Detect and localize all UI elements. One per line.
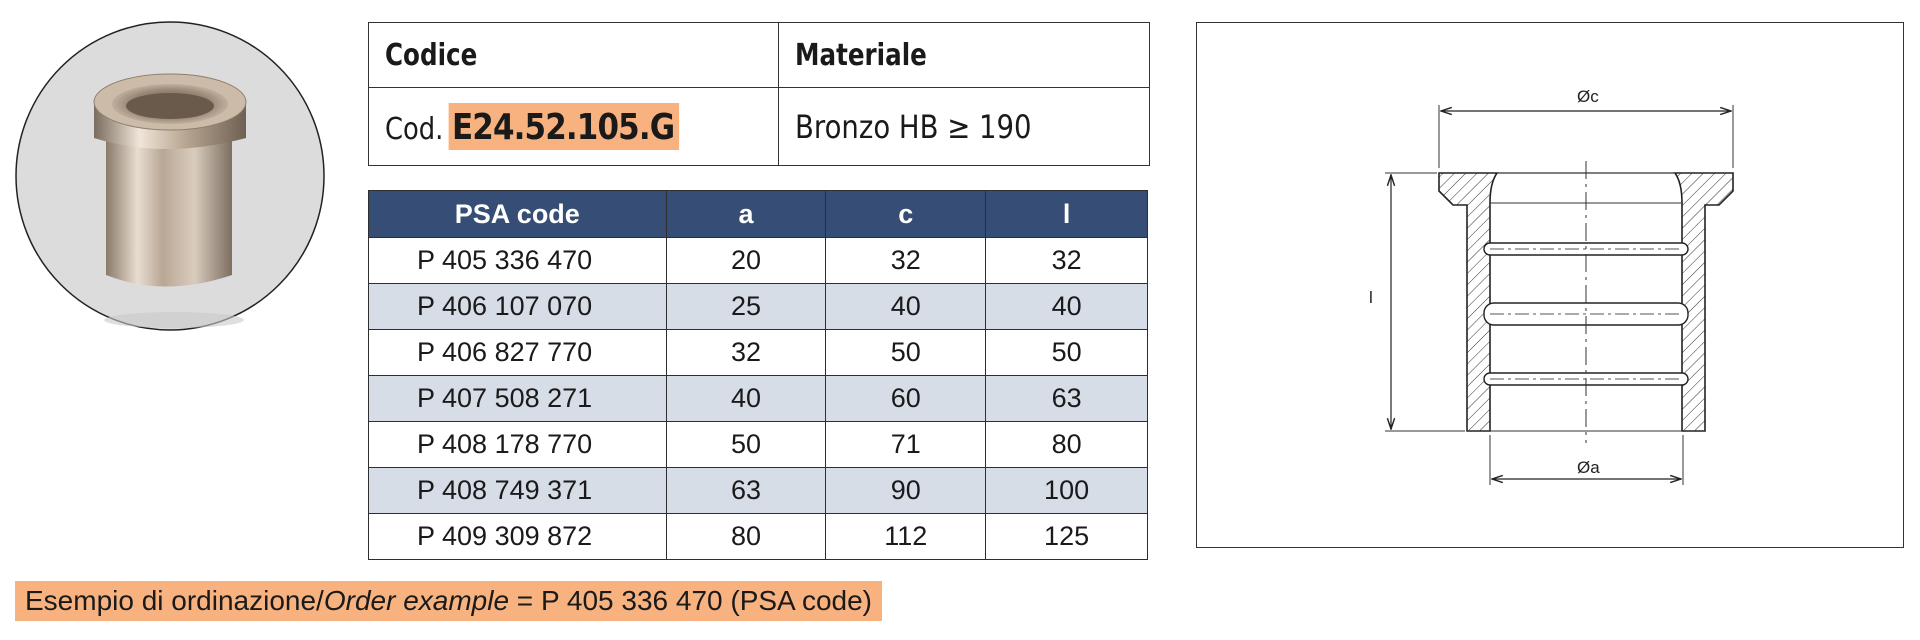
l-cell: 40 [985,283,1148,330]
l-cell: 32 [985,237,1148,284]
a-cell: 80 [665,513,827,560]
l-cell: 125 [985,513,1148,560]
psa-code-cell: P 405 336 470 [368,237,667,284]
c-cell: 50 [825,329,987,376]
order-example-prefix: Esempio di ordinazione/ [25,585,324,616]
c-cell: 60 [825,375,987,422]
table-row: P 406 827 770 32 50 50 [368,329,1148,376]
code-label: Codice [385,37,478,73]
column-header: a [665,190,827,238]
dim-label-a: Øa [1577,458,1600,477]
code-value: E24.52.105.G [448,103,680,150]
order-example: Esempio di ordinazione/Order example = P… [15,581,883,621]
l-cell: 100 [985,467,1148,514]
order-example-suffix: = P 405 336 470 (PSA code) [509,585,873,616]
c-cell: 32 [825,237,987,284]
c-cell: 40 [825,283,987,330]
a-cell: 50 [665,421,827,468]
a-cell: 63 [665,467,827,514]
c-cell: 112 [825,513,987,560]
psa-code-cell: P 407 508 271 [368,375,667,422]
dim-label-c: Øc [1577,87,1599,106]
a-cell: 40 [665,375,827,422]
psa-code-cell: P 406 107 070 [368,283,667,330]
code-prefix: Cod. [385,112,444,147]
table-row: P 409 309 872 80 112 125 [368,513,1148,560]
order-example-italic: Order example [323,585,510,616]
l-cell: 50 [985,329,1148,376]
column-header: l [985,190,1148,238]
material-value-cell: Bronzo HB ≥ 190 [779,88,1149,165]
table-row: P 406 107 070 25 40 40 [368,283,1148,330]
psa-code-cell: P 409 309 872 [368,513,667,560]
code-header-cell: Codice [369,23,779,88]
product-header-table: Codice Materiale Cod. E24.52.105.G Bronz… [368,22,1150,166]
material-label: Materiale [795,37,927,73]
dimensions-table: PSA code a c l P 405 336 470 20 32 32 P … [368,190,1148,560]
a-cell: 25 [665,283,827,330]
column-header: PSA code [368,190,667,238]
table-header-row: PSA code a c l [368,190,1148,238]
table-row: P 408 178 770 50 71 80 [368,421,1148,468]
table-row: P 408 749 371 63 90 100 [368,467,1148,514]
table-row: P 405 336 470 20 32 32 [368,237,1148,284]
material-value: Bronzo HB ≥ 190 [795,107,1032,146]
a-cell: 32 [665,329,827,376]
c-cell: 90 [825,467,987,514]
dim-label-l: l [1369,288,1373,307]
code-value-cell: Cod. E24.52.105.G [369,88,779,165]
material-header-cell: Materiale [779,23,1149,88]
table-row: P 407 508 271 40 60 63 [368,375,1148,422]
technical-drawing: Øc l Øa [1196,22,1904,548]
psa-code-cell: P 408 749 371 [368,467,667,514]
psa-code-cell: P 408 178 770 [368,421,667,468]
c-cell: 71 [825,421,987,468]
product-photo [14,20,329,335]
column-header: c [825,190,987,238]
psa-code-cell: P 406 827 770 [368,329,667,376]
a-cell: 20 [665,237,827,284]
l-cell: 63 [985,375,1148,422]
l-cell: 80 [985,421,1148,468]
